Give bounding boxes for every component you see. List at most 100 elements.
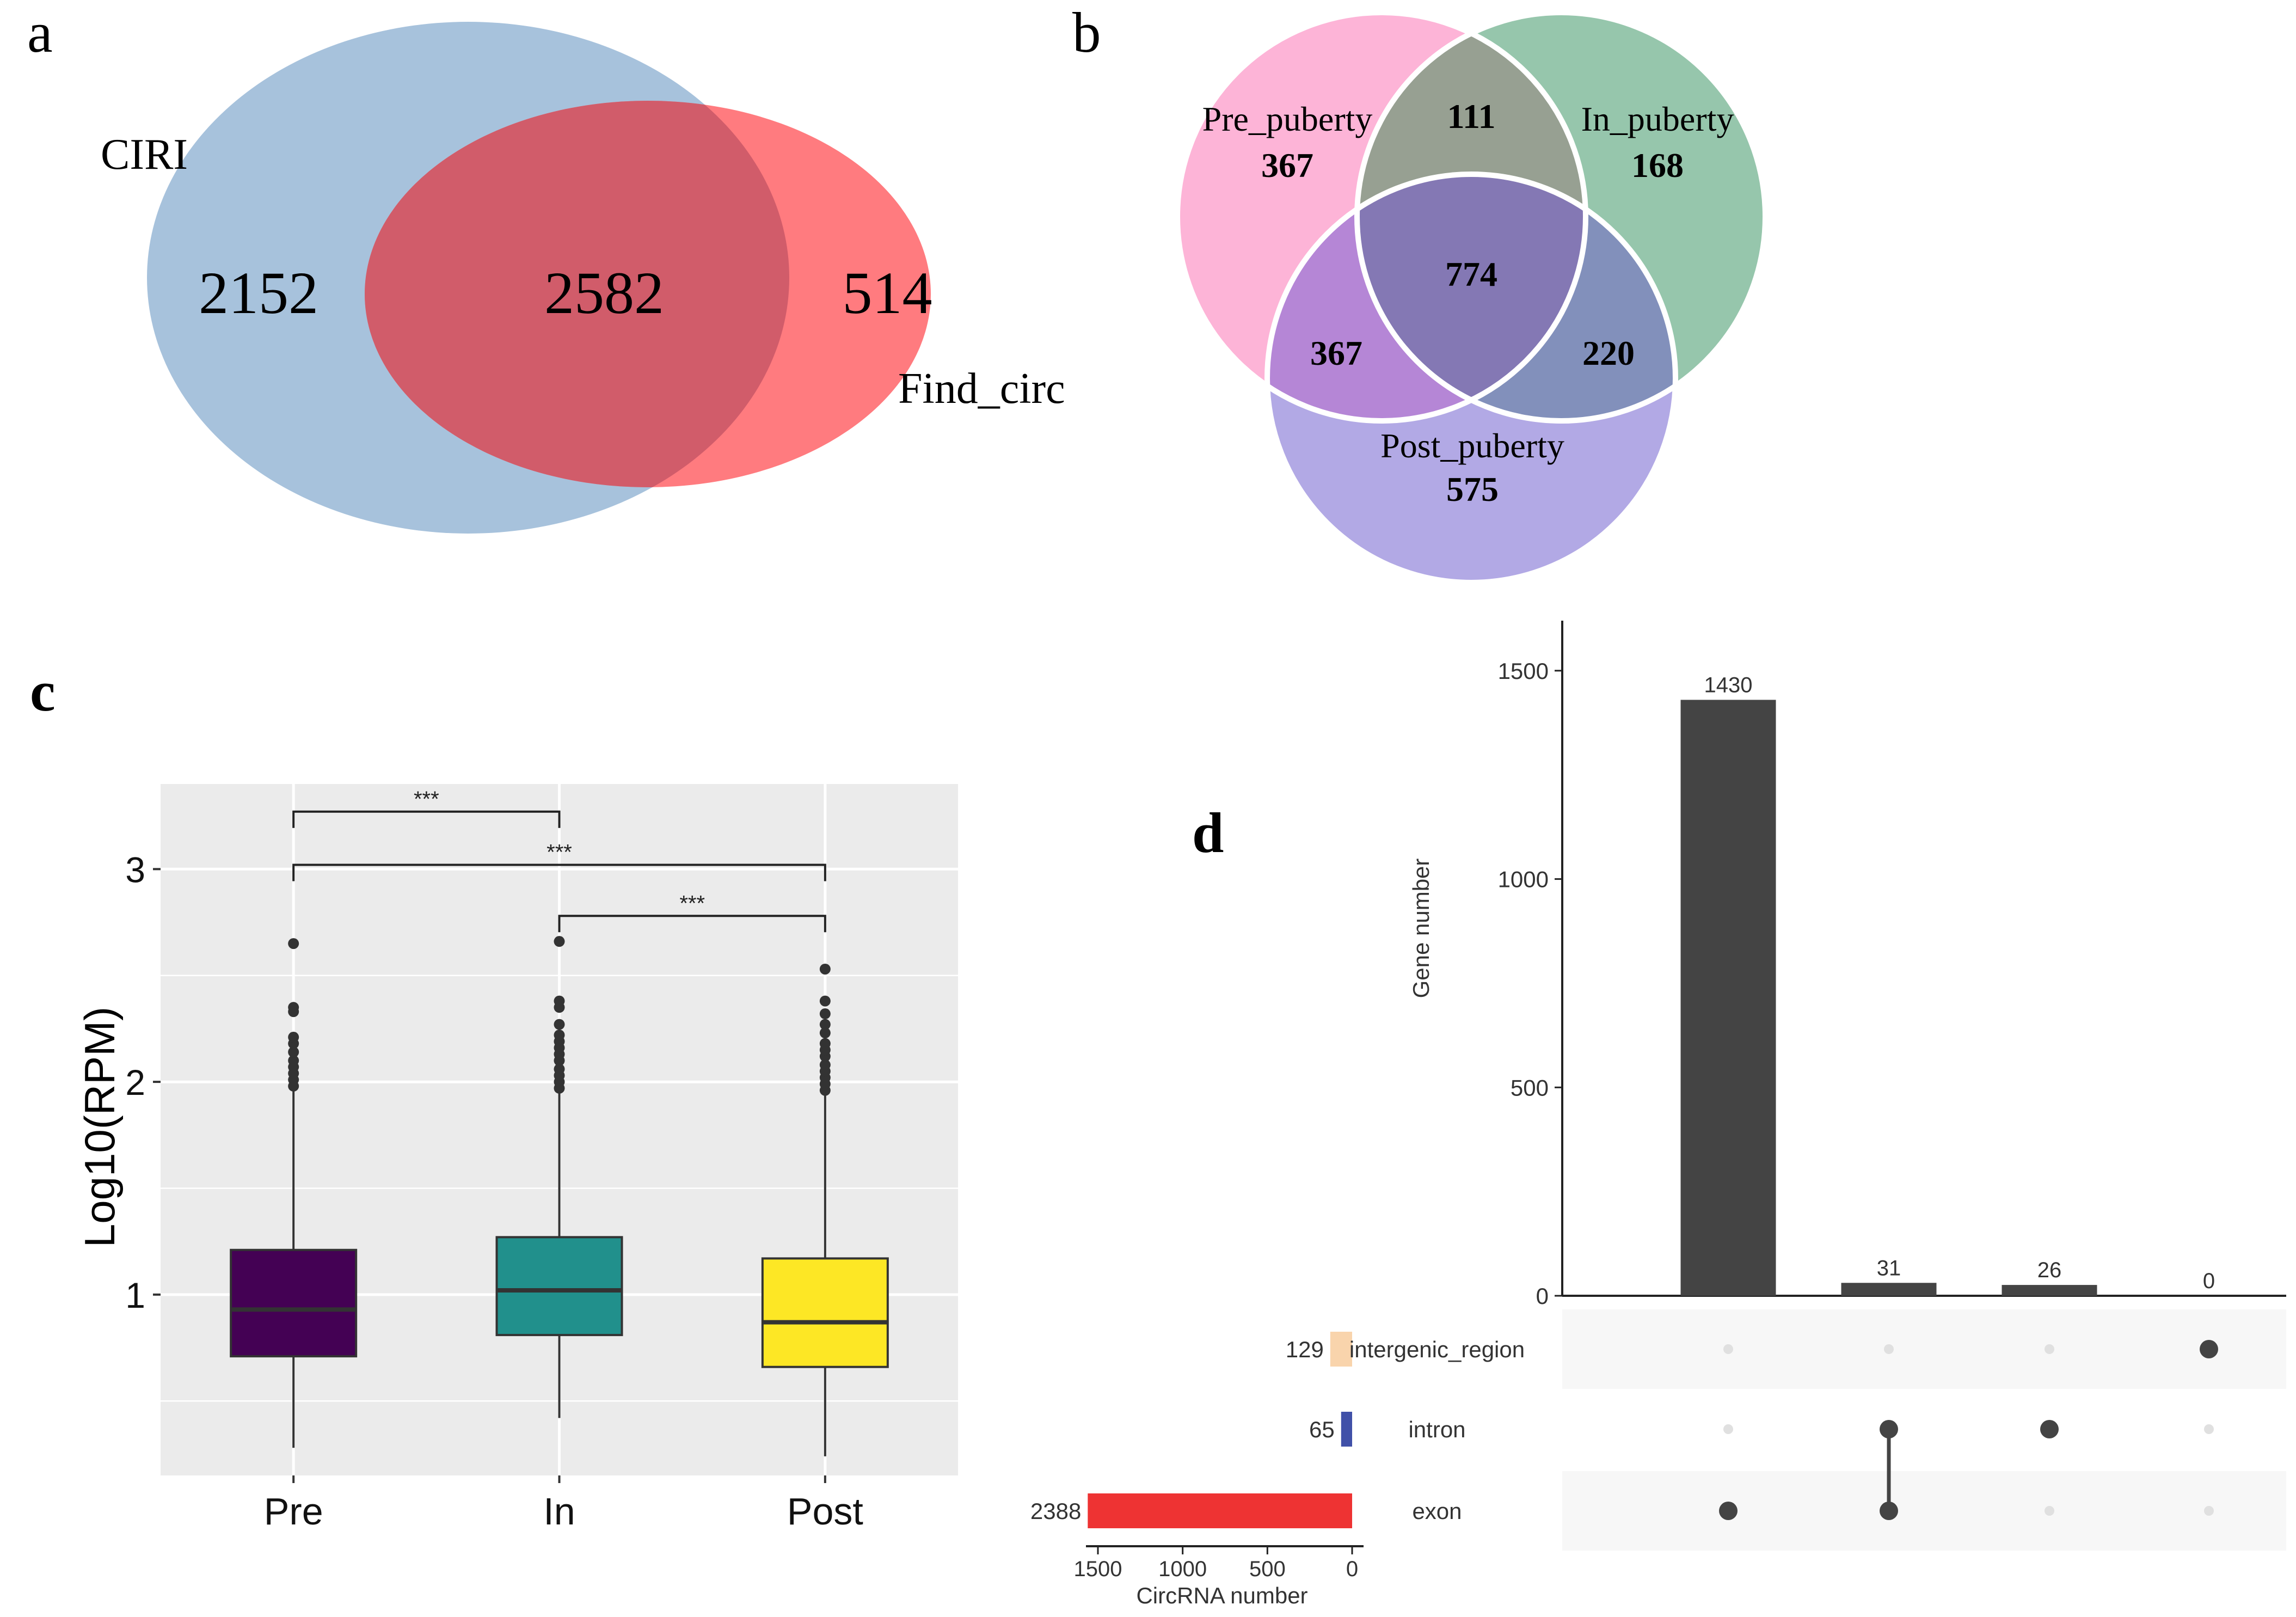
- set-axis-tick-label: 0: [1346, 1557, 1358, 1581]
- x-tick-label-pre: Pre: [264, 1490, 323, 1533]
- y-tick-label: 0: [1536, 1283, 1549, 1309]
- outlier-point: [554, 995, 565, 1007]
- boxplot-x-axis: Pre In Post: [264, 1475, 863, 1533]
- venn-b-count-pre-only: 367: [1261, 146, 1313, 185]
- venn-b-count-in-only: 168: [1631, 146, 1684, 185]
- matrix-dot-active: [1880, 1420, 1898, 1438]
- venn-b-count-all-three: 774: [1445, 255, 1497, 293]
- outlier-point: [819, 1019, 831, 1030]
- x-tick-label-in: In: [543, 1490, 575, 1533]
- box-post: [761, 963, 889, 1456]
- set-axis-tick-label: 1000: [1158, 1557, 1207, 1581]
- box-iqr: [495, 1236, 623, 1337]
- venn-b-label-in: In_puberty: [1581, 100, 1734, 138]
- panel-c: c 1 2 3 Pre In Post *** *** *** Log10(RPM): [30, 659, 958, 1533]
- set-name-label: intergenic_region: [1349, 1337, 1525, 1362]
- intersection-bar-label: 26: [2037, 1258, 2062, 1282]
- venn-a-label-find-circ: Find_circ: [898, 365, 1065, 413]
- panel-b: b Pre_puberty 367 In_puberty 168 Post_pu…: [1072, 1, 1768, 585]
- venn-b-pre-outline: [1175, 10, 1588, 424]
- y-tick-label: 500: [1511, 1075, 1549, 1100]
- intersection-bar: [1680, 700, 1776, 1296]
- matrix-row-stripe: [1562, 1389, 2286, 1469]
- matrix-dot-inactive: [1723, 1344, 1733, 1354]
- outlier-point: [554, 936, 565, 947]
- outlier-point: [554, 1030, 565, 1041]
- boxplot-boxes: [230, 936, 889, 1456]
- venn-a-count-overlap: 2582: [544, 260, 664, 326]
- venn-b-count-post-only: 575: [1446, 470, 1499, 509]
- intersection-bar-label: 1430: [1704, 673, 1753, 697]
- matrix-dot-inactive: [2045, 1344, 2054, 1354]
- outlier-point: [554, 1063, 565, 1075]
- set-name-label: exon: [1412, 1498, 1462, 1524]
- panel-label-a: a: [27, 1, 53, 64]
- venn-b-label-pre: Pre_puberty: [1202, 100, 1373, 138]
- venn-b-post-outline: [1264, 171, 1678, 585]
- outlier-point: [554, 1019, 565, 1030]
- upset-matrix-dots: [1719, 1340, 2218, 1520]
- upset-intersection-bars: 1430 31 26 0: [1680, 673, 2215, 1296]
- outlier-point: [819, 963, 831, 975]
- intersection-bar: [1841, 1283, 1937, 1296]
- panel-a: a CIRI Find_circ 2152 2582 514: [27, 1, 1065, 534]
- venn-a-overlap-region: [365, 101, 789, 487]
- venn-b-count-in-post: 220: [1582, 334, 1635, 372]
- matrix-dot-active: [2200, 1340, 2218, 1358]
- boxplot-y-axis: 1 2 3: [125, 849, 161, 1315]
- upset-matrix-background: [1562, 1309, 2286, 1551]
- box-pre: [230, 938, 358, 1448]
- outlier-point: [819, 1059, 831, 1070]
- outlier-point: [819, 1008, 831, 1020]
- y-tick-label: 1: [125, 1275, 145, 1315]
- outlier-point: [288, 1046, 299, 1058]
- box-in: [495, 936, 623, 1418]
- intersection-bar-label: 0: [2203, 1269, 2215, 1293]
- matrix-dot-active: [1719, 1502, 1738, 1520]
- venn-a-count-ciri-only: 2152: [199, 260, 318, 326]
- set-size-label: 129: [1286, 1337, 1324, 1362]
- upset-set-size-bars: 129 intergenic_region 65 intron 2388 exon: [1030, 1332, 1525, 1528]
- venn-a-label-ciri: CIRI: [101, 131, 188, 179]
- set-size-label: 2388: [1030, 1498, 1081, 1524]
- venn-b-label-post: Post_puberty: [1380, 426, 1564, 465]
- upset-set-size-axis: 1500 1000 500 0: [1074, 1545, 1364, 1581]
- venn-b-count-pre-in: 111: [1447, 97, 1496, 136]
- y-tick-label: 3: [125, 849, 145, 890]
- set-axis-tick-label: 500: [1249, 1557, 1286, 1581]
- set-size-bar: [1088, 1493, 1352, 1528]
- upset-y-axis-title: Gene number: [1408, 859, 1434, 999]
- intersection-bar: [2002, 1285, 2097, 1296]
- matrix-dot-active: [2040, 1420, 2059, 1438]
- panel-label-d: d: [1192, 801, 1224, 865]
- y-tick-label: 2: [125, 1062, 145, 1102]
- matrix-dot-active: [1880, 1502, 1898, 1520]
- box-iqr: [761, 1257, 889, 1368]
- significance-bracket: [292, 810, 561, 828]
- matrix-dot-inactive: [2045, 1506, 2054, 1516]
- matrix-dot-inactive: [1884, 1344, 1894, 1354]
- boxplot-significance-brackets: *** *** ***: [292, 787, 826, 933]
- outlier-point: [819, 995, 831, 1007]
- boxplot-y-axis-title: Log10(RPM): [76, 1007, 124, 1247]
- matrix-dot-inactive: [2204, 1506, 2214, 1516]
- panel-label-c: c: [30, 659, 56, 723]
- significance-label: ***: [679, 891, 705, 915]
- significance-bracket: [292, 863, 826, 881]
- panel-label-b: b: [1072, 1, 1101, 64]
- matrix-dot-inactive: [2204, 1424, 2214, 1434]
- intersection-bar-label: 31: [1877, 1256, 1901, 1280]
- matrix-row-stripe: [1562, 1471, 2286, 1551]
- panel-d: d 0 500 1000 1500 1430 31 26 0 129 intergenic_r…: [1030, 621, 2286, 1608]
- venn-b-count-pre-post: 367: [1310, 334, 1362, 372]
- x-tick-label-post: Post: [787, 1490, 863, 1533]
- box-iqr: [230, 1248, 358, 1358]
- significance-label: ***: [414, 787, 439, 811]
- outlier-point: [819, 1027, 831, 1039]
- outlier-point: [288, 938, 299, 950]
- venn-a-count-find-circ-only: 514: [843, 260, 932, 326]
- outlier-point: [288, 1032, 299, 1043]
- matrix-row-stripe: [1562, 1309, 2286, 1389]
- set-size-bar: [1341, 1412, 1352, 1447]
